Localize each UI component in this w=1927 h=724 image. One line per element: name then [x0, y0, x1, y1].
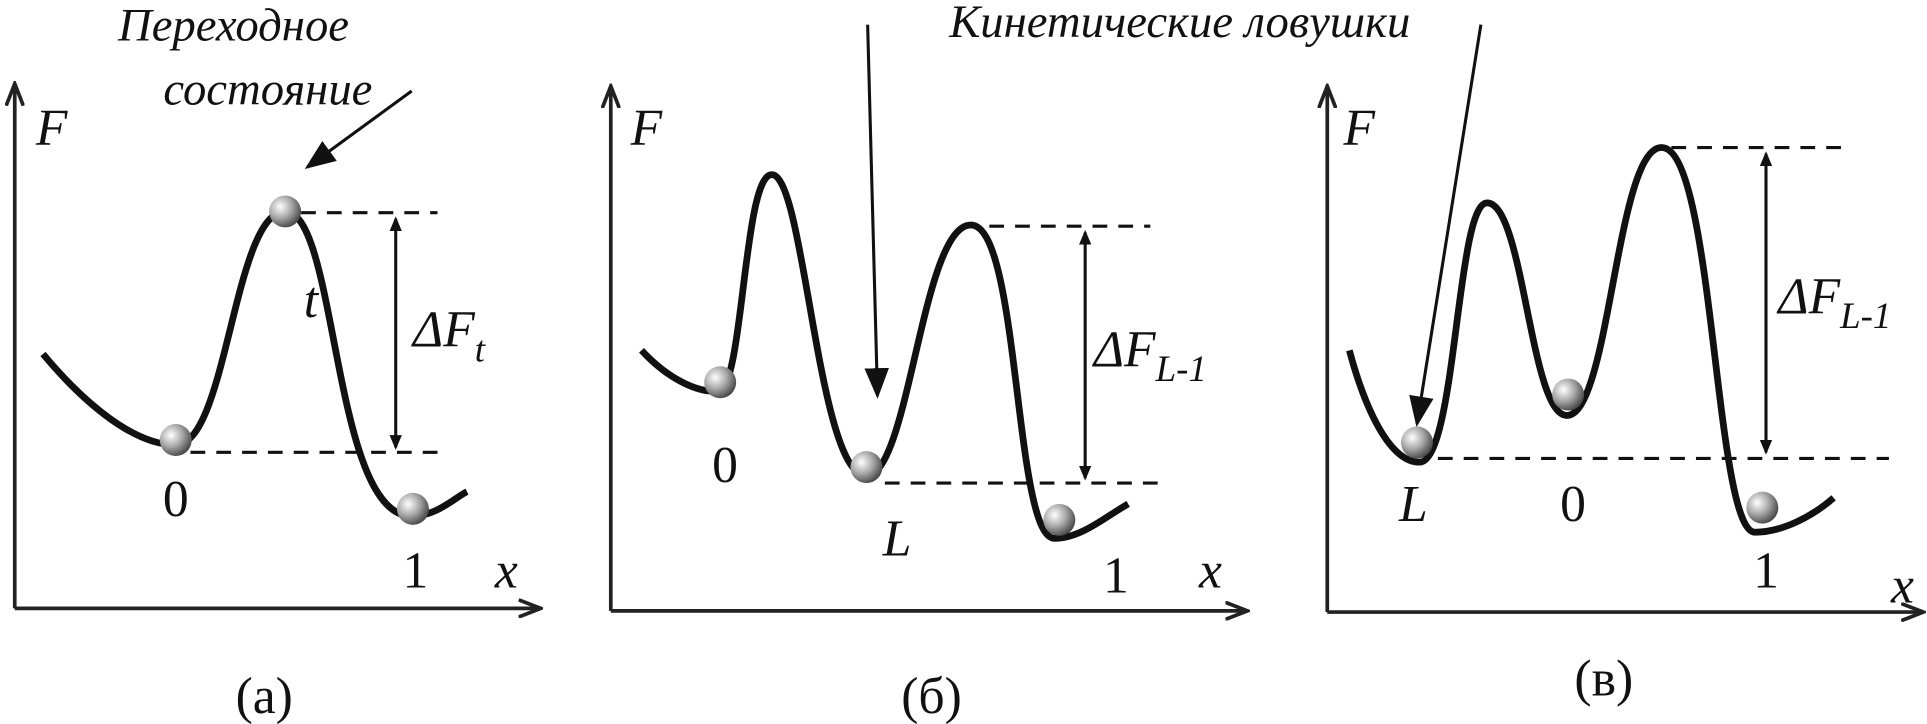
energy-curve [40, 208, 469, 520]
ball [159, 424, 192, 457]
delta-label: ΔFL-1 [1776, 268, 1891, 336]
point-label: L [1398, 476, 1428, 533]
point-label: 0 [712, 437, 738, 494]
x-label: x [494, 543, 518, 600]
point-label: t [304, 272, 320, 329]
ball [1746, 491, 1779, 524]
ball [704, 366, 737, 399]
ball [396, 492, 429, 525]
ball [269, 195, 302, 228]
point-label: 1 [1753, 543, 1779, 600]
delta-symbol: ΔF [411, 302, 475, 359]
point-label: 1 [402, 543, 428, 600]
panel-label: (в) [1574, 651, 1633, 708]
delta-symbol: ΔF [1776, 268, 1840, 325]
point-label: L [882, 511, 912, 568]
delta-subscript: t [475, 328, 486, 369]
ball [850, 451, 883, 484]
energy-curve [1346, 144, 1836, 536]
x-label: x [1198, 543, 1222, 600]
delta-subscript: L-1 [1155, 348, 1207, 389]
y-label: F [1342, 100, 1375, 157]
point-label: 1 [1103, 547, 1129, 604]
annotation: Кинетические ловушки [948, 0, 1410, 48]
annotation: состояние [163, 64, 372, 116]
panel-b: F x 0 L 1 ΔFL-1 (б) Кинетические ловушки [611, 0, 1483, 724]
ball [1552, 378, 1585, 411]
point-label: 0 [1560, 476, 1586, 533]
y-label: F [630, 100, 663, 157]
ball [1401, 426, 1433, 459]
y-label: F [35, 100, 68, 157]
delta-label: ΔFL-1 [1092, 321, 1207, 389]
annotation-arrow [864, 24, 890, 399]
annotation-arrow [1409, 24, 1483, 428]
annotation-arrow [304, 89, 413, 170]
ball [1043, 503, 1076, 536]
panel-c: F x L 0 1 ΔFL-1 (в) [1327, 86, 1923, 708]
delta-subscript: L-1 [1839, 295, 1891, 336]
panel-a: F x 0 t 1 ΔFt (а) Переходное состояние [15, 0, 541, 724]
annotation: Переходное [117, 0, 349, 52]
delta-symbol: ΔF [1092, 321, 1156, 378]
x-label: x [1890, 557, 1914, 614]
panel-label: (а) [236, 668, 293, 724]
delta-label: ΔFt [411, 302, 486, 370]
panel-label: (б) [901, 668, 962, 724]
point-label: 0 [163, 471, 189, 528]
